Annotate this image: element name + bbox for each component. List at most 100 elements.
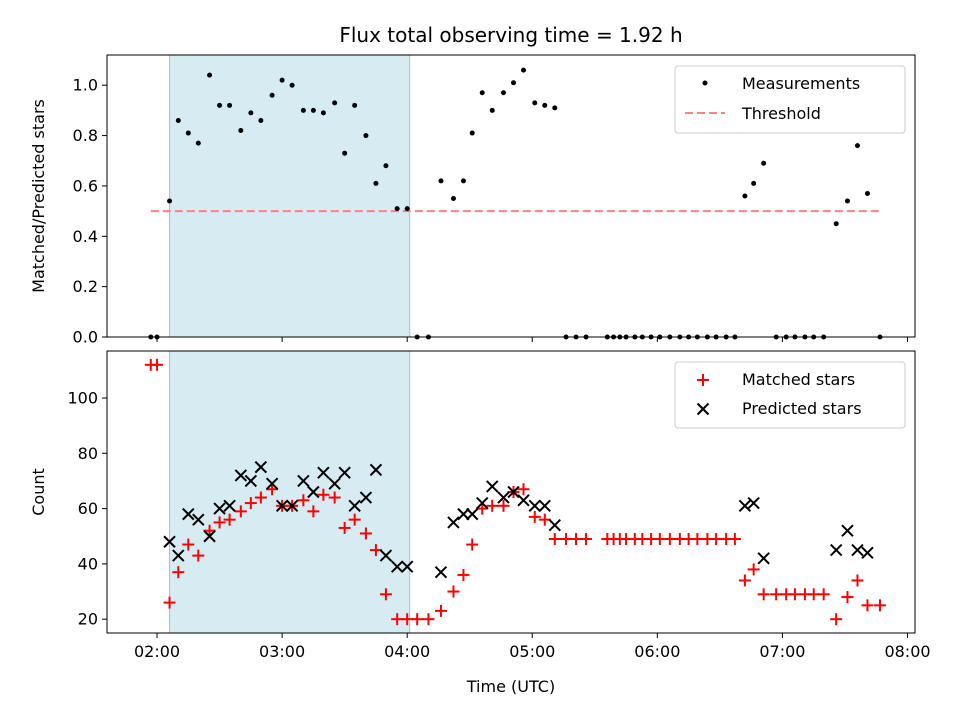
- predicted-star-point: [338, 466, 351, 479]
- predicted-star-points: [163, 460, 874, 579]
- measurement-point: [742, 193, 748, 199]
- measurement-point: [552, 105, 558, 111]
- predicted-star-point: [457, 507, 470, 521]
- matched-star-point: [163, 596, 176, 609]
- bottom-y-axis-label: Count: [29, 468, 48, 516]
- matched-star-point: [411, 613, 424, 626]
- x-tick-label: 05:00: [509, 642, 555, 661]
- measurement-point: [300, 107, 306, 113]
- predicted-star-point: [829, 543, 843, 557]
- predicted-star-point: [757, 552, 770, 565]
- predicted-star-point: [738, 499, 752, 513]
- x-tick-label: 06:00: [634, 642, 680, 661]
- measurement-point: [844, 198, 850, 204]
- measurement-point: [238, 128, 244, 134]
- y-tick-label: 0.8: [73, 126, 98, 145]
- legend-predicted-marker: [696, 402, 710, 416]
- matched-star-point: [434, 604, 447, 617]
- measurement-point: [489, 107, 495, 113]
- measurement-point: [289, 82, 295, 88]
- matched-star-point: [580, 533, 593, 545]
- matched-star-point: [476, 502, 489, 515]
- x-axis-label: Time (UTC): [466, 677, 555, 696]
- measurement-point: [542, 102, 548, 108]
- matched-star-point: [338, 521, 351, 534]
- top-panel-frame: [106, 54, 916, 338]
- y-tick-label: 1.0: [73, 76, 98, 95]
- matched-star-point: [317, 488, 330, 501]
- y-tick-label: 100: [67, 389, 98, 408]
- matched-star-point: [422, 613, 435, 626]
- measurement-point: [279, 77, 285, 83]
- measurement-point: [450, 196, 456, 202]
- predicted-star-point: [851, 543, 864, 557]
- measurement-point: [248, 110, 254, 116]
- measurement-point: [479, 90, 485, 96]
- legend-predicted-label: Predicted stars: [742, 399, 862, 418]
- matched-star-point: [151, 358, 164, 371]
- matched-star-point: [807, 588, 820, 601]
- matched-star-point: [497, 499, 510, 512]
- measurement-point: [227, 102, 233, 108]
- measurement-point: [833, 221, 839, 227]
- predicted-star-point: [861, 546, 874, 560]
- legend-cross: [696, 402, 710, 416]
- measurement-point: [511, 80, 517, 86]
- measurement-point: [532, 100, 538, 106]
- matched-star-point: [861, 599, 874, 612]
- matched-star-point: [851, 574, 864, 587]
- predicted-star-point: [528, 499, 541, 513]
- predicted-star-point: [297, 474, 310, 488]
- bottom-panel: 20 40 60 80 100 02:00 03:00 04:00 05:00 06:00 07:0…: [29, 350, 931, 696]
- measurement-point: [332, 100, 338, 106]
- observing-span-shade-bottom: [169, 351, 410, 633]
- predicted-star-point: [275, 499, 289, 513]
- measurement-point: [167, 198, 173, 204]
- chart-title: Flux total observing time = 1.92 h: [339, 23, 682, 47]
- measurement-point: [460, 178, 466, 184]
- measurement-point: [864, 190, 870, 196]
- top-y-axis-label: Matched/Predicted stars: [29, 99, 48, 293]
- measurement-point: [258, 117, 264, 123]
- matched-star-point: [728, 533, 741, 545]
- matched-star-point: [307, 505, 320, 518]
- matched-star-point: [548, 533, 561, 545]
- bottom-legend: Matched stars Predicted stars: [674, 361, 906, 429]
- measurement-point: [363, 133, 369, 139]
- predicted-star-point: [213, 502, 226, 515]
- matched-star-point: [486, 499, 499, 512]
- x-tick-label: 02:00: [134, 642, 180, 661]
- measurement-point: [352, 102, 358, 108]
- predicted-star-point: [203, 530, 216, 543]
- bottom-panel-frame: [106, 350, 916, 634]
- y-tick-label: 0.2: [73, 277, 98, 296]
- matched-star-point: [401, 613, 414, 626]
- matched-star-point: [538, 513, 551, 526]
- predicted-star-point: [548, 518, 561, 532]
- predicted-star-point: [172, 549, 185, 562]
- matched-star-point: [653, 533, 666, 545]
- matched-star-point: [328, 491, 341, 504]
- predicted-star-point: [538, 499, 551, 513]
- matched-star-points: [144, 358, 886, 626]
- measurement-point: [175, 117, 181, 123]
- legend-matched-marker: [697, 374, 709, 386]
- measurement-point: [320, 110, 326, 116]
- predicted-star-point: [265, 477, 279, 490]
- measurement-point: [761, 160, 767, 166]
- matched-star-point: [757, 588, 770, 601]
- measurement-point: [751, 180, 757, 186]
- y-tick-label: 0.4: [73, 227, 98, 246]
- predicted-star-point: [192, 513, 205, 526]
- predicted-star-point: [317, 466, 330, 479]
- top-panel: 0.0 0.2 0.4 0.6 0.8 1.0 Matched/Predicted sta…: [29, 54, 916, 347]
- predicted-star-point: [328, 477, 341, 490]
- predicted-star-point: [447, 516, 460, 529]
- legend-measurements-label: Measurements: [742, 74, 860, 93]
- measurement-point: [438, 178, 444, 184]
- predicted-star-point: [307, 485, 320, 499]
- x-tick-label: 03:00: [259, 642, 305, 661]
- matched-star-point: [213, 516, 226, 529]
- matched-star-point: [873, 599, 886, 612]
